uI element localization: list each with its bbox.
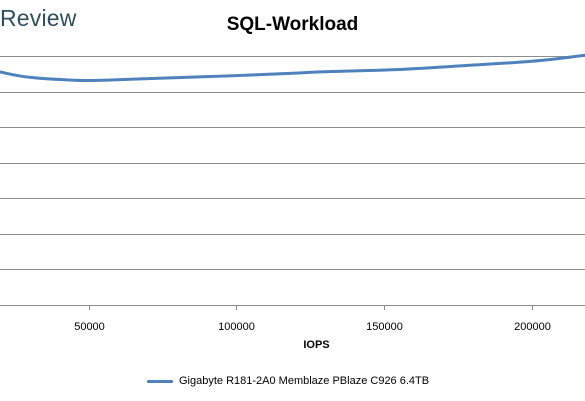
legend-swatch bbox=[147, 379, 173, 383]
x-tick-label: 50000 bbox=[74, 321, 105, 333]
series-line bbox=[0, 53, 585, 82]
brand-logo-text: Review bbox=[0, 5, 77, 31]
x-tick-label: 200000 bbox=[514, 321, 551, 333]
chart-title: SQL-Workload bbox=[226, 14, 359, 35]
legend-label: Gigabyte R181-2A0 Memblaze PBlaze C926 6… bbox=[179, 375, 430, 387]
x-axis-label: IOPS bbox=[303, 339, 329, 351]
x-tick-label: 150000 bbox=[366, 321, 403, 333]
chart-legend: Gigabyte R181-2A0 Memblaze PBlaze C926 6… bbox=[147, 373, 429, 389]
x-tick-label: 100000 bbox=[218, 321, 255, 333]
